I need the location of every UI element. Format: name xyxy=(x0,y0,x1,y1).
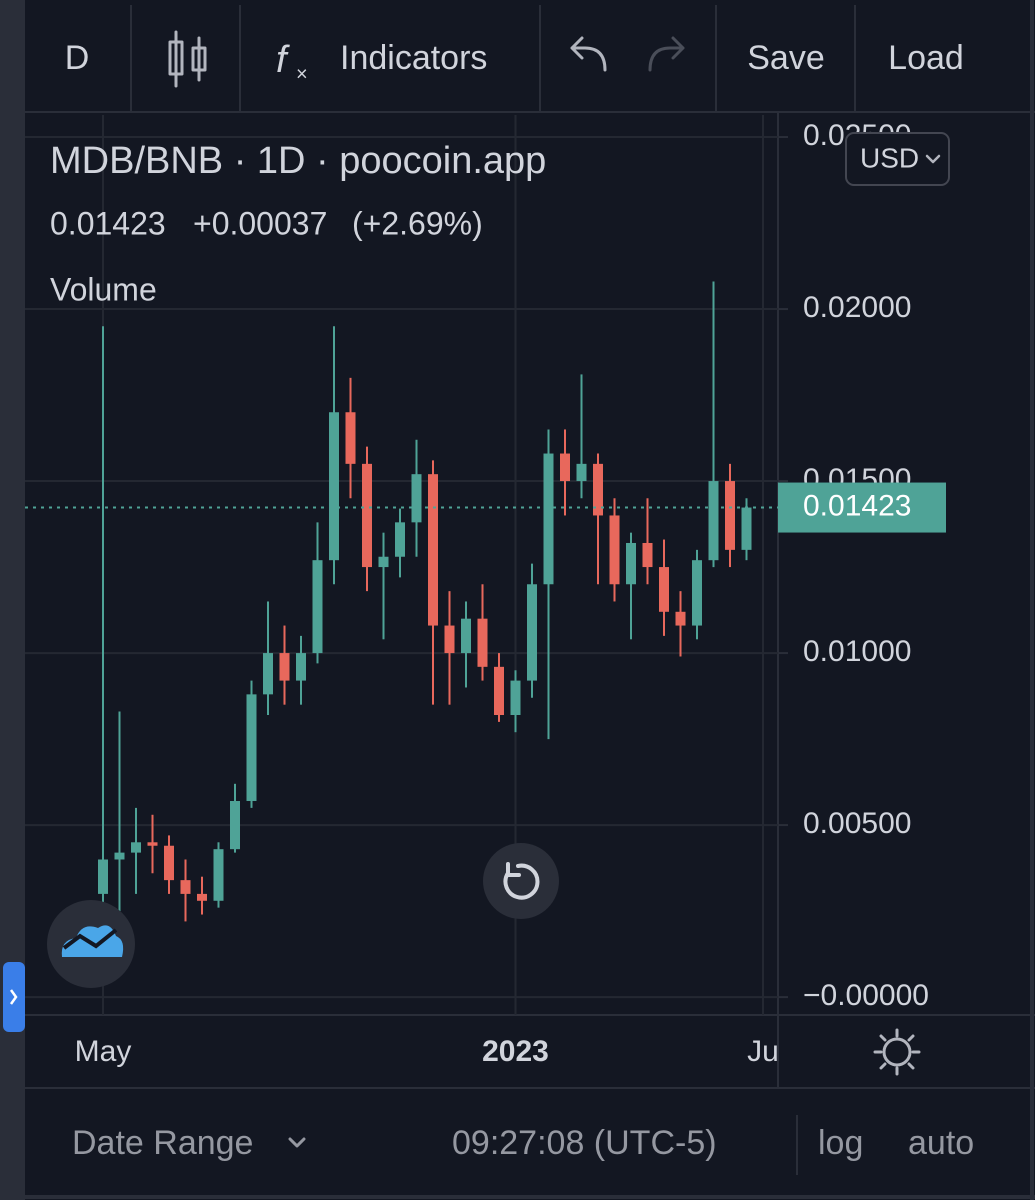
candle-body xyxy=(147,842,158,846)
candle-body xyxy=(98,859,108,894)
candle-body xyxy=(477,618,488,667)
x-tick-label: May xyxy=(75,1035,132,1068)
last-price-tag-label: 0.01423 xyxy=(803,489,911,522)
price-change-pct: (+2.69%) xyxy=(352,205,483,241)
currency-label: USD xyxy=(860,142,919,173)
candle-body xyxy=(197,893,207,901)
candle-body xyxy=(378,556,389,568)
candle-body xyxy=(692,560,702,626)
candles xyxy=(98,281,752,922)
interval-button[interactable]: D xyxy=(65,39,90,77)
candle-body xyxy=(642,542,653,568)
candle-body xyxy=(609,515,620,585)
candle-body xyxy=(213,849,224,901)
candle-body xyxy=(230,801,240,850)
candle-body xyxy=(543,453,554,585)
candle-body xyxy=(461,618,471,654)
symbol-title: MDB/BNB · 1D · poocoin.app xyxy=(50,140,546,182)
volume-label: Volume xyxy=(50,271,157,307)
chart-type-icon[interactable] xyxy=(168,30,207,88)
candle-body xyxy=(494,666,504,715)
last-price: 0.01423 xyxy=(50,205,166,241)
candle-body xyxy=(345,412,356,464)
overlay: 0.01423 xyxy=(25,482,946,533)
candle-body xyxy=(725,481,735,550)
candle-body xyxy=(395,522,405,557)
candle-body xyxy=(164,845,174,881)
candle-body xyxy=(444,625,455,654)
y-tick-label: 0.02000 xyxy=(803,291,911,324)
toolbar: D f × Indicators Save Load xyxy=(25,5,1035,113)
side-tab[interactable] xyxy=(3,962,25,1032)
redo-icon[interactable] xyxy=(648,36,685,72)
candle-body xyxy=(576,463,587,482)
price-change: +0.00037 xyxy=(193,205,327,241)
candle-body xyxy=(329,412,339,561)
save-button[interactable]: Save xyxy=(747,39,825,77)
candle-body xyxy=(626,542,636,585)
candle-body xyxy=(428,474,438,626)
y-tick-label: 0.00500 xyxy=(803,807,911,840)
undo-icon[interactable] xyxy=(570,36,607,72)
logo-button[interactable] xyxy=(47,900,135,988)
fx-icon-x: × xyxy=(296,63,308,85)
auto-button[interactable]: auto xyxy=(908,1124,974,1162)
candle-body xyxy=(312,560,323,654)
load-button[interactable]: Load xyxy=(888,39,964,77)
candle-body xyxy=(593,463,603,516)
candle-body xyxy=(411,474,422,523)
candle-body xyxy=(675,611,686,626)
candle-body xyxy=(560,453,570,482)
settings-icon[interactable] xyxy=(873,1028,921,1076)
log-button[interactable]: log xyxy=(818,1124,863,1162)
y-tick-label: 0.01000 xyxy=(803,635,911,668)
candle-body xyxy=(527,584,537,681)
candle-body xyxy=(131,842,141,853)
reset-button[interactable] xyxy=(483,843,559,919)
candle-body xyxy=(263,653,273,695)
last-price-tag xyxy=(778,482,946,533)
fx-icon: f xyxy=(276,39,290,81)
candle-body xyxy=(180,880,191,894)
candle-body xyxy=(246,694,257,802)
currency-button[interactable]: USD xyxy=(845,132,950,186)
candle-body xyxy=(279,653,290,681)
clock: 09:27:08 (UTC-5) xyxy=(452,1124,717,1162)
candle-body xyxy=(659,567,669,612)
indicators-button[interactable]: Indicators xyxy=(340,39,487,77)
candle-body xyxy=(296,653,306,681)
candle-body xyxy=(114,852,125,860)
candle-body xyxy=(741,507,752,550)
y-tick-label: −0.00000 xyxy=(803,979,929,1012)
date-range-button[interactable]: Date Range xyxy=(72,1124,253,1162)
x-tick-label: 2023 xyxy=(482,1035,549,1068)
date-range-chevron xyxy=(288,1137,306,1148)
candle-body xyxy=(362,463,372,568)
candle-body xyxy=(708,481,719,561)
candle-body xyxy=(510,680,521,715)
x-tick-label: Ju xyxy=(747,1035,779,1068)
